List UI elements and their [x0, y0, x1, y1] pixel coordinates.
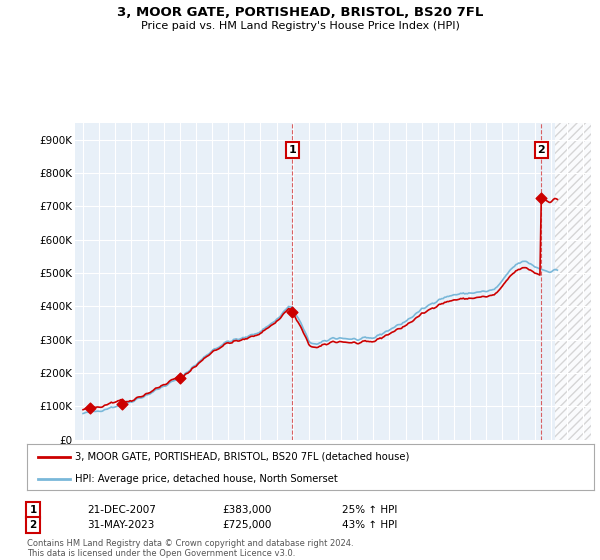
Text: 31-MAY-2023: 31-MAY-2023: [87, 520, 154, 530]
Text: £383,000: £383,000: [222, 505, 271, 515]
Text: 25% ↑ HPI: 25% ↑ HPI: [342, 505, 397, 515]
Text: 1: 1: [289, 145, 296, 155]
Text: 3, MOOR GATE, PORTISHEAD, BRISTOL, BS20 7FL (detached house): 3, MOOR GATE, PORTISHEAD, BRISTOL, BS20 …: [75, 452, 410, 462]
Point: [175, 374, 185, 382]
Text: 3, MOOR GATE, PORTISHEAD, BRISTOL, BS20 7FL: 3, MOOR GATE, PORTISHEAD, BRISTOL, BS20 …: [117, 6, 483, 18]
Point: [287, 307, 297, 316]
Point: [536, 194, 546, 203]
Point: [117, 399, 127, 408]
Text: 43% ↑ HPI: 43% ↑ HPI: [342, 520, 397, 530]
Point: [85, 403, 95, 412]
Text: Contains HM Land Registry data © Crown copyright and database right 2024.
This d: Contains HM Land Registry data © Crown c…: [27, 539, 353, 558]
Text: 21-DEC-2007: 21-DEC-2007: [87, 505, 156, 515]
Text: HPI: Average price, detached house, North Somerset: HPI: Average price, detached house, Nort…: [75, 474, 338, 483]
Text: Price paid vs. HM Land Registry's House Price Index (HPI): Price paid vs. HM Land Registry's House …: [140, 21, 460, 31]
Text: 2: 2: [29, 520, 37, 530]
Text: 1: 1: [29, 505, 37, 515]
Text: 2: 2: [537, 145, 545, 155]
Text: £725,000: £725,000: [222, 520, 271, 530]
